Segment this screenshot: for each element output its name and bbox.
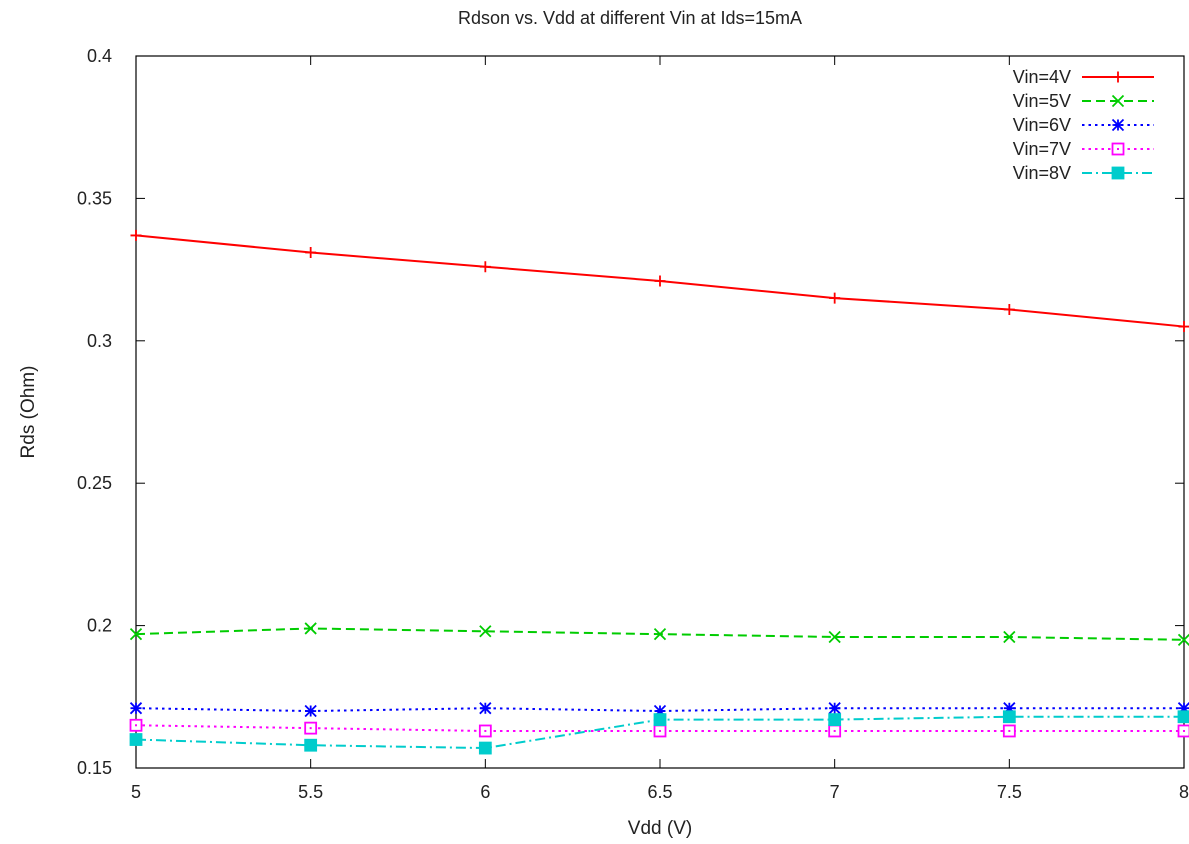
data-point	[1177, 710, 1189, 724]
legend: Vin=4V Vin=5V Vin=6V Vin=7V Vin=8V	[1013, 67, 1154, 183]
data-point	[479, 702, 492, 715]
data-point-dot	[1183, 729, 1185, 732]
y-tick-label: 0.4	[87, 46, 112, 66]
x-axis-title: Vdd (V)	[628, 818, 692, 839]
series-vin-7v	[129, 718, 1189, 738]
legend-marker	[1111, 166, 1125, 180]
legend-item: Vin=6V	[1013, 115, 1154, 135]
y-tick-label: 0.2	[87, 616, 112, 636]
series-vin-8v	[129, 710, 1189, 755]
data-point	[129, 733, 143, 746]
data-point	[653, 713, 667, 726]
legend-item: Vin=4V	[1013, 67, 1154, 87]
legend-marker-dot	[1117, 148, 1119, 150]
series-layer	[129, 229, 1189, 755]
x-tick-label: 6	[480, 782, 490, 802]
data-point	[828, 702, 841, 715]
data-point-dot	[135, 724, 137, 727]
data-point-dot	[309, 727, 312, 730]
chart-title: Rdson vs. Vdd at different Vin at Ids=15…	[458, 8, 802, 28]
data-point	[1177, 702, 1189, 715]
x-tick-label: 5.5	[298, 782, 323, 802]
data-point	[1178, 321, 1189, 333]
data-point	[829, 292, 841, 304]
data-point	[304, 622, 317, 635]
y-axis-title: Rds (Ohm)	[18, 366, 39, 459]
data-point	[1177, 633, 1189, 646]
y-tick-label: 0.15	[77, 758, 112, 778]
series-vin-5v	[129, 622, 1189, 646]
data-point	[130, 229, 142, 241]
data-point	[1003, 630, 1016, 644]
legend-item: Vin=7V	[1013, 139, 1154, 159]
data-point	[305, 247, 317, 259]
data-point	[479, 261, 491, 273]
data-point-dot	[484, 729, 487, 732]
y-tick-label: 0.35	[77, 188, 112, 208]
legend-marker	[1111, 118, 1125, 132]
data-point	[304, 704, 317, 718]
series-vin-6v	[129, 702, 1189, 718]
data-point	[653, 704, 667, 718]
data-point	[653, 628, 667, 641]
data-point-dot	[1008, 729, 1011, 732]
x-tick-label: 6.5	[647, 782, 672, 802]
legend-label: Vin=4V	[1013, 67, 1071, 87]
data-point	[129, 628, 143, 641]
data-point	[478, 741, 492, 755]
legend-marker	[1112, 71, 1124, 83]
data-point	[129, 702, 143, 715]
series-vin-4v	[130, 229, 1189, 333]
legend-label: Vin=6V	[1013, 115, 1071, 135]
legend-label: Vin=7V	[1013, 139, 1071, 159]
data-point	[479, 625, 492, 638]
x-tick-label: 7.5	[997, 782, 1022, 802]
y-tick-label: 0.3	[87, 331, 112, 351]
data-point	[1003, 702, 1016, 715]
x-tick-label: 8	[1179, 782, 1189, 802]
data-point-dot	[833, 729, 836, 732]
axis-ticks: 5 5.5 6 6.5 7 7.5 8 0.15 0.2 0.25 0.3 0.35 0.4	[77, 46, 1189, 802]
data-point	[828, 630, 841, 644]
data-point	[304, 738, 318, 752]
data-point	[1003, 303, 1015, 315]
data-point-dot	[659, 729, 661, 732]
legend-item: Vin=8V	[1013, 163, 1154, 183]
data-point	[828, 713, 842, 726]
legend-marker	[1111, 94, 1125, 108]
legend-label: Vin=8V	[1013, 163, 1071, 183]
data-point	[654, 275, 666, 287]
x-tick-label: 5	[131, 782, 141, 802]
legend-label: Vin=5V	[1013, 91, 1071, 111]
x-tick-label: 7	[830, 782, 840, 802]
legend-item: Vin=5V	[1013, 91, 1154, 111]
data-point	[1002, 710, 1016, 724]
y-tick-label: 0.25	[77, 473, 112, 493]
